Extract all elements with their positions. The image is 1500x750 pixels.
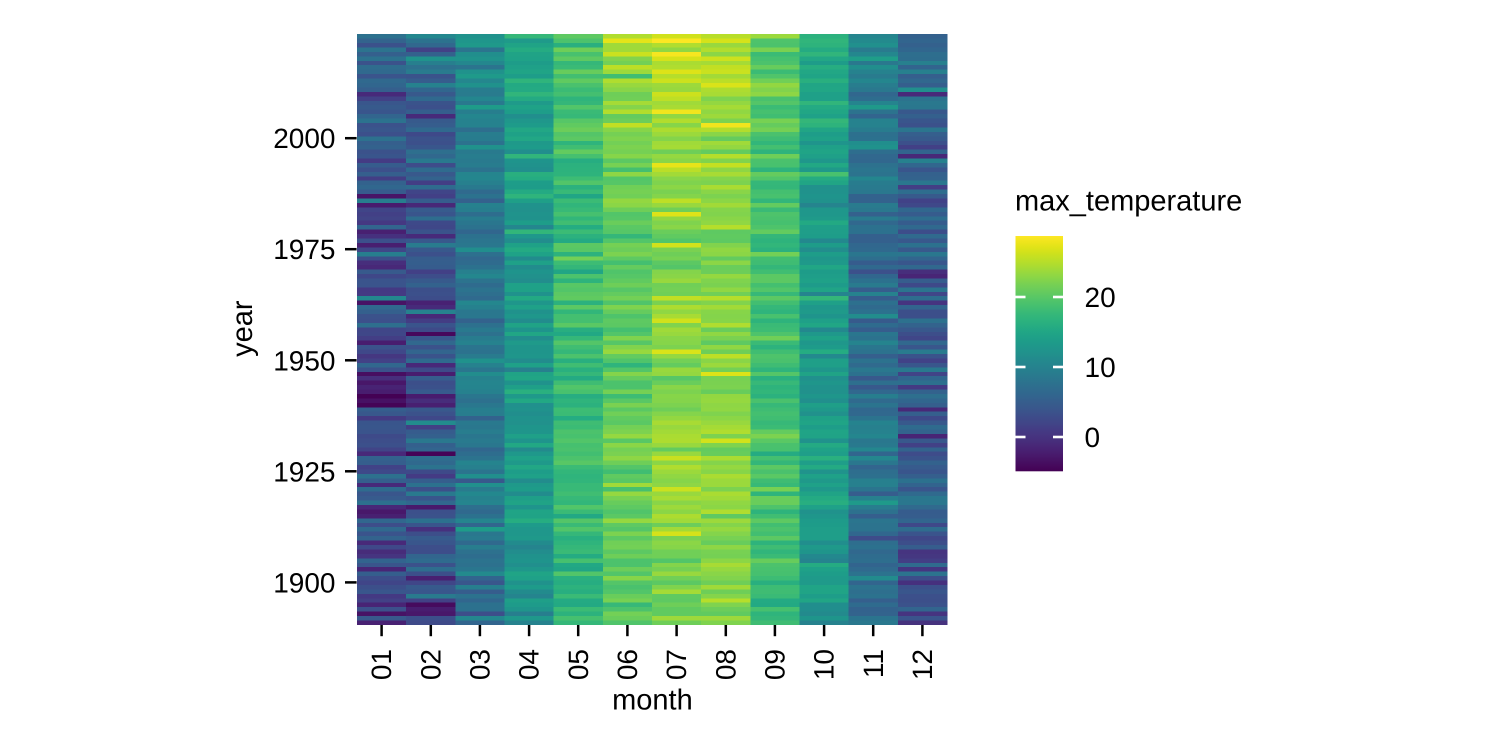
svg-text:10: 10 [1085, 352, 1116, 383]
svg-text:12: 12 [907, 649, 938, 680]
svg-text:09: 09 [760, 649, 791, 680]
svg-text:1925: 1925 [273, 456, 335, 487]
svg-text:year: year [227, 300, 259, 357]
svg-text:08: 08 [710, 649, 741, 680]
svg-text:02: 02 [415, 649, 446, 680]
svg-text:07: 07 [661, 649, 692, 680]
svg-text:max_temperature: max_temperature [1015, 186, 1242, 218]
svg-text:month: month [612, 685, 693, 717]
svg-text:03: 03 [465, 649, 496, 680]
svg-text:11: 11 [858, 649, 889, 678]
svg-text:04: 04 [514, 649, 545, 680]
svg-text:10: 10 [809, 649, 840, 680]
svg-text:2000: 2000 [273, 123, 335, 154]
svg-text:05: 05 [563, 649, 594, 680]
svg-text:06: 06 [612, 649, 643, 680]
svg-text:1900: 1900 [273, 567, 335, 598]
svg-text:0: 0 [1085, 422, 1101, 453]
svg-text:1950: 1950 [273, 345, 335, 376]
svg-text:01: 01 [366, 649, 397, 680]
svg-text:1975: 1975 [273, 234, 335, 265]
svg-text:20: 20 [1085, 282, 1116, 313]
